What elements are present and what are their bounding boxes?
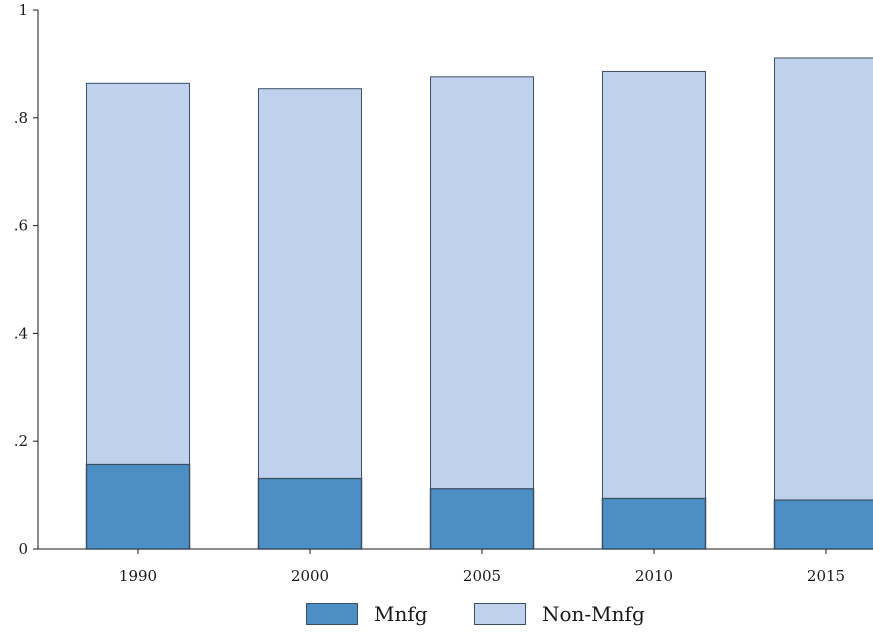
x-tick-label: 2010 <box>635 567 673 585</box>
legend-swatch-non-mnfg <box>474 603 526 625</box>
bar-non-mnfg-2000 <box>258 88 362 479</box>
x-tick-label: 2005 <box>463 567 501 585</box>
y-tick-label: .2 <box>14 432 28 450</box>
bar-mnfg-2000 <box>257 477 363 550</box>
bar-mnfg-2005 <box>429 487 535 550</box>
legend-label-mnfg: Mnfg <box>374 602 428 626</box>
x-tick-label: 2000 <box>291 567 329 585</box>
bar-non-mnfg-1990 <box>86 82 190 465</box>
y-tick-label: 1 <box>18 1 28 19</box>
legend-swatch-mnfg <box>306 603 358 625</box>
legend-item-non-mnfg: Non-Mnfg <box>474 602 645 626</box>
legend-item-mnfg: Mnfg <box>306 602 428 626</box>
y-tick-label: .4 <box>14 324 28 342</box>
y-tick-label: 0 <box>18 540 28 558</box>
bar-non-mnfg-2010 <box>602 70 706 499</box>
x-tick-label: 1990 <box>119 567 157 585</box>
y-tick-label: .8 <box>14 109 28 127</box>
bar-mnfg-2010 <box>601 497 707 550</box>
legend: Mnfg Non-Mnfg <box>0 598 873 632</box>
legend-label-non-mnfg: Non-Mnfg <box>542 602 645 626</box>
bar-mnfg-1990 <box>85 463 191 550</box>
bar-mnfg-2015 <box>773 499 873 550</box>
x-tick-label: 2015 <box>807 567 845 585</box>
bar-non-mnfg-2005 <box>430 76 534 490</box>
stacked-bar-chart: 0 .2 .4 .6 .8 1 1990 2000 2005 2010 2015 <box>14 1 873 585</box>
y-tick-label: .6 <box>14 217 28 235</box>
bar-non-mnfg-2015 <box>774 57 873 501</box>
